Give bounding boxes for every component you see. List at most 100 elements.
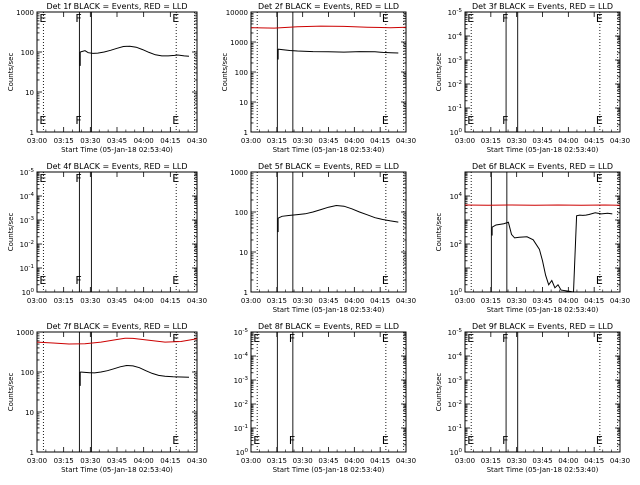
x-tick-label: 04:30 bbox=[187, 297, 207, 305]
x-tick-label: 03:15 bbox=[54, 297, 74, 305]
x-tick-label: 03:00 bbox=[241, 297, 261, 305]
y-tick-label: 100 bbox=[235, 209, 248, 217]
series-line-events bbox=[278, 49, 398, 53]
marker-label: F bbox=[75, 172, 81, 185]
x-tick-label: 03:30 bbox=[80, 297, 100, 305]
y-tick-label: 1 bbox=[244, 129, 248, 137]
y-tick-label: 10-3 bbox=[234, 376, 249, 385]
x-tick-label: 03:00 bbox=[27, 457, 47, 465]
y-tick-label: 100 bbox=[450, 448, 463, 457]
marker-label: E bbox=[253, 434, 260, 447]
y-tick-label: 10-5 bbox=[20, 168, 35, 177]
x-tick-label: 03:30 bbox=[80, 137, 100, 145]
series-line-events bbox=[278, 206, 398, 223]
y-tick-label: 10-5 bbox=[448, 328, 463, 337]
y-tick-label: 100 bbox=[450, 128, 463, 137]
y-tick-label: 100 bbox=[450, 288, 463, 297]
y-tick-label: 10-4 bbox=[448, 352, 463, 361]
x-tick-label: 04:00 bbox=[134, 457, 154, 465]
marker-label: E bbox=[467, 114, 474, 127]
marker-label: E bbox=[467, 332, 474, 345]
x-tick-label: 03:15 bbox=[54, 137, 74, 145]
x-tick-label: 03:30 bbox=[293, 137, 313, 145]
chart-panel-5: Det 5f BLACK = Events, RED = LLD11010010… bbox=[230, 162, 416, 314]
y-tick-label: 104 bbox=[450, 192, 463, 201]
y-tick-label: 102 bbox=[450, 240, 462, 249]
y-tick-label: 10-2 bbox=[448, 80, 462, 89]
y-tick-label: 10 bbox=[239, 249, 248, 257]
marker-label: F bbox=[75, 114, 81, 127]
x-tick-label: 03:30 bbox=[80, 457, 100, 465]
marker-label: E bbox=[39, 172, 46, 185]
x-axis-label: Start Time (05-Jan-18 02:53:40) bbox=[487, 306, 599, 314]
y-tick-label: 10-4 bbox=[448, 32, 463, 41]
panel-title: Det 2f BLACK = Events, RED = LLD bbox=[258, 2, 399, 11]
x-tick-label: 04:15 bbox=[584, 457, 604, 465]
y-tick-label: 10-1 bbox=[448, 424, 462, 433]
x-tick-label: 03:00 bbox=[241, 457, 261, 465]
x-tick-label: 03:45 bbox=[532, 457, 552, 465]
x-tick-label: 03:45 bbox=[532, 137, 552, 145]
y-tick-label: 10-2 bbox=[20, 240, 34, 249]
panel-title: Det 9f BLACK = Events, RED = LLD bbox=[472, 322, 613, 331]
x-tick-label: 04:00 bbox=[558, 297, 578, 305]
marker-label: E bbox=[382, 114, 389, 127]
y-tick-label: 100 bbox=[235, 69, 248, 77]
x-tick-label: 03:30 bbox=[507, 457, 527, 465]
y-tick-label: 10-1 bbox=[234, 424, 248, 433]
marker-label: E bbox=[596, 434, 603, 447]
x-tick-label: 04:30 bbox=[396, 297, 416, 305]
marker-label: E bbox=[596, 172, 603, 185]
marker-label: E bbox=[596, 12, 603, 25]
x-tick-label: 04:30 bbox=[187, 457, 207, 465]
y-axis-label: Counts/sec bbox=[7, 213, 15, 252]
marker-label: E bbox=[39, 114, 46, 127]
x-tick-label: 03:45 bbox=[532, 297, 552, 305]
marker-label: E bbox=[172, 172, 179, 185]
x-axis-label: Start Time (05-Jan-18 02:53:40) bbox=[273, 466, 385, 474]
x-tick-label: 04:30 bbox=[610, 137, 630, 145]
y-tick-label: 10-2 bbox=[448, 400, 462, 409]
marker-label: E bbox=[382, 12, 389, 25]
x-tick-label: 03:15 bbox=[267, 457, 287, 465]
y-axis-label: Counts/sec bbox=[221, 53, 229, 92]
chart-panel-3: Det 3f BLACK = Events, RED = LLD10010-11… bbox=[435, 2, 630, 154]
marker-label: E bbox=[172, 114, 179, 127]
panel-title: Det 4f BLACK = Events, RED = LLD bbox=[46, 162, 187, 171]
marker-label: E bbox=[172, 332, 179, 345]
y-axis-label: Counts/sec bbox=[435, 213, 443, 252]
x-axis-label: Start Time (05-Jan-18 02:53:40) bbox=[61, 146, 173, 154]
y-tick-label: 10-1 bbox=[20, 264, 34, 273]
panel-title: Det 5f BLACK = Events, RED = LLD bbox=[258, 162, 399, 171]
chart-panel-9: Det 9f BLACK = Events, RED = LLD 100 10-1 1… bbox=[435, 322, 630, 474]
y-tick-label: 1 bbox=[30, 449, 34, 457]
x-tick-label: 04:30 bbox=[396, 457, 416, 465]
x-tick-label: 04:15 bbox=[160, 457, 180, 465]
y-axis-label: Counts/sec bbox=[435, 53, 443, 92]
x-tick-label: 04:30 bbox=[610, 297, 630, 305]
y-tick-label: 10-1 bbox=[448, 104, 462, 113]
x-tick-label: 03:00 bbox=[241, 137, 261, 145]
marker-label: E bbox=[253, 332, 260, 345]
x-tick-label: 03:45 bbox=[107, 457, 127, 465]
marker-label: E bbox=[39, 12, 46, 25]
y-tick-label: 10-3 bbox=[448, 376, 463, 385]
marker-label: F bbox=[502, 332, 508, 345]
series-line-events bbox=[80, 366, 189, 378]
x-tick-label: 03:45 bbox=[107, 137, 127, 145]
y-tick-label: 10-5 bbox=[234, 328, 249, 337]
y-tick-label: 10-5 bbox=[448, 8, 463, 17]
x-tick-label: 04:15 bbox=[370, 297, 390, 305]
series-line-lld bbox=[251, 26, 406, 28]
x-tick-label: 03:00 bbox=[455, 457, 475, 465]
series-line-events bbox=[80, 46, 189, 56]
y-tick-label: 1000 bbox=[230, 39, 248, 47]
x-axis-label: Start Time (05-Jan-18 02:53:40) bbox=[61, 466, 173, 474]
marker-label: E bbox=[467, 434, 474, 447]
marker-label: F bbox=[502, 114, 508, 127]
y-tick-label: 10-3 bbox=[20, 216, 35, 225]
x-tick-label: 03:45 bbox=[318, 457, 338, 465]
x-tick-label: 03:45 bbox=[318, 137, 338, 145]
x-tick-label: 03:00 bbox=[455, 137, 475, 145]
